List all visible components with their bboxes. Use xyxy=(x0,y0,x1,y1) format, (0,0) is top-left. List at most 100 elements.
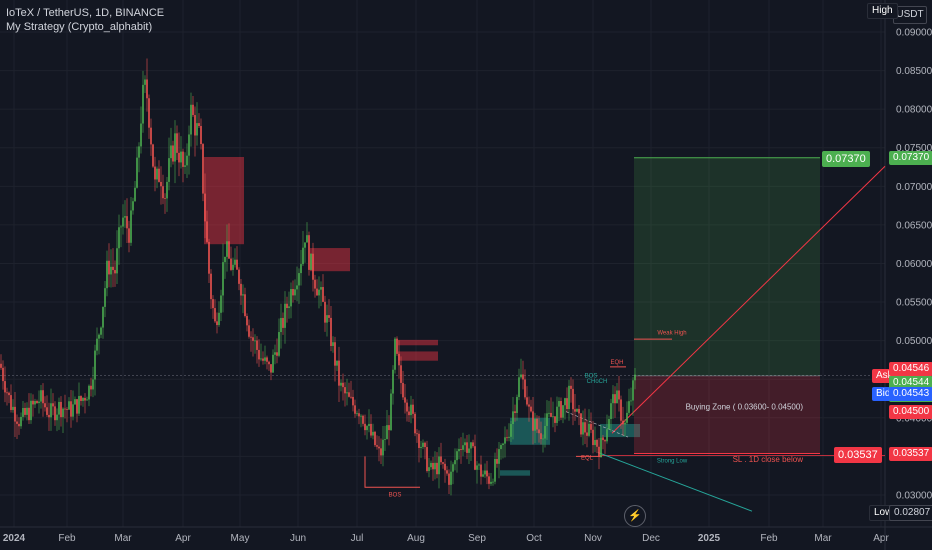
candle-body xyxy=(170,145,172,159)
candle-body xyxy=(474,446,476,470)
candle-body xyxy=(378,446,380,449)
candle-body xyxy=(630,400,632,402)
candle-body xyxy=(338,360,340,386)
candle-body xyxy=(130,210,132,243)
candle-body xyxy=(310,253,312,270)
axis-ask-tag: 0.04546 xyxy=(889,361,932,376)
candle-body xyxy=(430,462,432,468)
candle-body xyxy=(336,360,338,366)
candle-body xyxy=(518,377,520,398)
candle-body xyxy=(520,374,522,378)
candle-body xyxy=(270,364,272,373)
candle-body xyxy=(444,463,446,471)
candle-body xyxy=(162,186,164,199)
candle-body xyxy=(146,79,148,99)
candle-body xyxy=(164,198,166,199)
candle-body xyxy=(452,464,454,472)
candle-body xyxy=(8,392,10,396)
demand-zone xyxy=(510,417,550,445)
candle-body xyxy=(404,397,406,403)
candle-body xyxy=(384,439,386,440)
candle-body xyxy=(208,241,210,274)
demand-zone xyxy=(500,470,530,476)
annotation-label: Strong Low xyxy=(657,459,688,465)
candle-body xyxy=(216,321,218,326)
candle-body xyxy=(434,462,436,470)
candle-body xyxy=(184,165,186,167)
lightning-icon[interactable]: ⚡ xyxy=(624,505,646,527)
candle-body xyxy=(324,301,326,323)
candle-body xyxy=(508,436,510,438)
stop-price-box: 0.03537 xyxy=(834,446,882,463)
candle-body xyxy=(276,352,278,356)
x-tick-label: Mar xyxy=(814,533,832,544)
candle-body xyxy=(610,403,612,420)
candle-body xyxy=(540,433,542,440)
candle-body xyxy=(68,401,70,410)
candle-body xyxy=(588,423,590,436)
candle-body xyxy=(86,399,88,401)
candle-body xyxy=(394,338,396,370)
candle-body xyxy=(396,338,398,354)
axis-bid-tag: 0.04543 xyxy=(889,386,932,401)
candle-body xyxy=(368,423,370,427)
candle-body xyxy=(584,422,586,433)
annotation-label: SL . 1D close below xyxy=(733,455,804,464)
candle-body xyxy=(454,460,456,465)
candle-body xyxy=(182,151,184,167)
candle-body xyxy=(222,262,224,296)
high-label: High xyxy=(867,3,898,19)
candle-body xyxy=(178,152,180,163)
bid-label: Bid xyxy=(872,386,895,401)
candle-body xyxy=(578,408,580,414)
candle-body xyxy=(6,392,8,394)
candle-body xyxy=(12,406,14,410)
candle-body xyxy=(308,235,310,270)
candle-body xyxy=(420,446,422,448)
candle-body xyxy=(296,285,298,290)
candle-body xyxy=(502,443,504,446)
candle-body xyxy=(620,399,622,421)
candle-body xyxy=(356,413,358,415)
candle-body xyxy=(398,353,400,366)
candle-body xyxy=(10,395,12,410)
candle-body xyxy=(188,134,190,156)
candle-body xyxy=(342,382,344,388)
candle-body xyxy=(112,266,114,271)
x-tick-label: Feb xyxy=(760,533,778,544)
candle-body xyxy=(154,166,156,180)
annotation-label: Weak High xyxy=(657,330,686,336)
candle-body xyxy=(322,287,324,302)
candle-body xyxy=(466,442,468,453)
candle-body xyxy=(438,456,440,475)
candle-body xyxy=(402,382,404,398)
x-tick-label: Aug xyxy=(407,533,425,544)
candle-body xyxy=(564,398,566,406)
candle-body xyxy=(484,470,486,475)
candle-body xyxy=(106,260,108,289)
currency-button[interactable]: USDT xyxy=(893,6,927,24)
candle-body xyxy=(14,406,16,422)
candle-body xyxy=(224,256,226,263)
candle-body xyxy=(294,289,296,296)
candle-body xyxy=(516,397,518,413)
candle-body xyxy=(400,365,402,383)
candle-body xyxy=(496,459,498,464)
axis-last-tag: 0.04544 xyxy=(889,375,932,390)
candle-body xyxy=(152,144,154,167)
candle-body xyxy=(136,157,138,188)
candle-body xyxy=(432,462,434,470)
annotation-label: EQL xyxy=(581,455,594,461)
x-tick-label: Apr xyxy=(873,533,889,544)
x-tick-label: Apr xyxy=(175,533,191,544)
candle-body xyxy=(66,409,68,410)
candle-body xyxy=(18,423,20,427)
candle-body xyxy=(500,445,502,450)
candle-body xyxy=(442,462,444,464)
candle-body xyxy=(464,442,466,446)
candle-body xyxy=(44,403,46,408)
chart-legend: IoTeX / TetherUS, 1D, BINANCE My Strateg… xyxy=(6,6,164,34)
candle-body xyxy=(534,418,536,431)
candle-body xyxy=(108,260,110,275)
